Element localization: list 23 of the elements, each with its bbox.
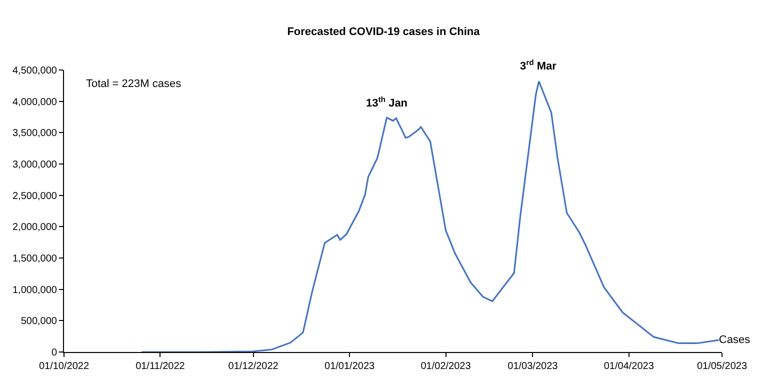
y-tick-label: 1,500,000 — [12, 254, 58, 264]
y-tick-label: 2,000,000 — [12, 222, 58, 234]
y-tick-label: 3,500,000 — [12, 128, 58, 140]
x-tick-label: 01/10/2022 — [38, 361, 90, 372]
x-tick-label: 01/04/2023 — [604, 361, 654, 372]
y-tick-label: 0 — [51, 348, 58, 358]
y-tick-label: 2,500,000 — [12, 190, 58, 202]
y-tick-label: 4,500,000 — [12, 66, 58, 76]
annotation: Total = 223M cases — [86, 78, 182, 90]
x-tick-label: 01/12/2022 — [228, 361, 279, 372]
annotation: 3$^{rd}$ Mar — [520, 58, 558, 73]
chart-title: Forecasted COVID-19 cases in China — [287, 26, 481, 38]
x-tick-label: 01/01/2023 — [324, 361, 376, 372]
y-tick-label: 4,000,000 — [12, 96, 58, 108]
x-tick-label: 01/02/2023 — [420, 361, 472, 372]
y-tick-label: 1,000,000 — [12, 284, 58, 296]
x-tick-label: 01/11/2022 — [136, 361, 186, 372]
y-tick-label: 3,000,000 — [12, 160, 58, 170]
series-label: Cases — [718, 334, 751, 346]
x-tick-label: 01/03/2023 — [508, 361, 558, 372]
annotation: 13$^{th}$ Jan — [366, 95, 408, 110]
y-tick-label: 500,000 — [20, 316, 58, 328]
x-tick-label: 01/05/2023 — [696, 361, 748, 372]
